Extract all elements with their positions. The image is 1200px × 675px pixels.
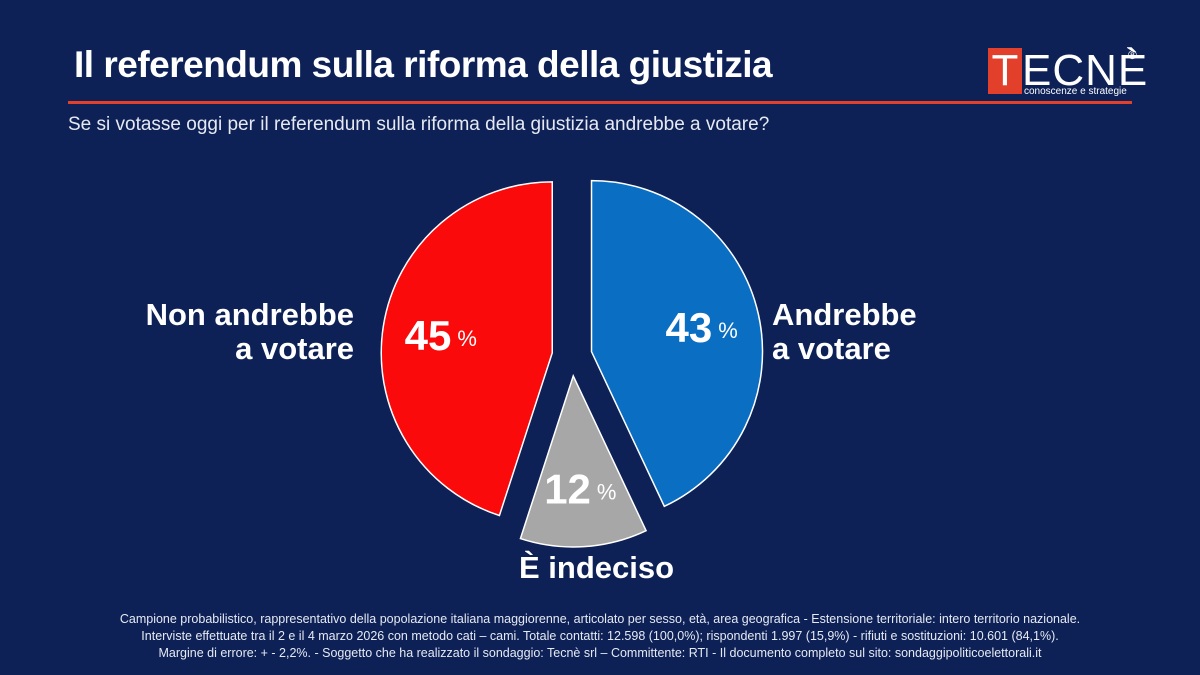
logo-first-letter: T xyxy=(988,48,1022,94)
pie-slice-andrebbe xyxy=(590,179,764,508)
label-indeciso-line1: È indeciso xyxy=(519,550,675,585)
label-andrebbe-line2: a votare xyxy=(772,331,891,366)
page-title: Il referendum sulla riforma della giusti… xyxy=(74,44,773,85)
pie-slice-non-andrebbe xyxy=(380,181,553,517)
footer-line-2: Interviste effettuate tra il 2 e il 4 ma… xyxy=(141,629,1059,643)
footer-line-3: Margine di errore: + - 2,2%. - Soggetto … xyxy=(158,646,1042,660)
label-non-andrebbe-line2: a votare xyxy=(235,331,354,366)
question-subtitle: Se si votasse oggi per il referendum sul… xyxy=(68,114,770,135)
label-non-andrebbe: Non andrebbe a votare xyxy=(146,298,354,366)
label-indeciso: È indeciso xyxy=(519,551,674,585)
label-andrebbe: Andrebbe a votare xyxy=(772,298,917,366)
value-label-andrebbe: 43% xyxy=(666,304,738,351)
value-label-indeciso: 12% xyxy=(544,466,616,513)
footer-line-1: Campione probabilistico, rappresentativo… xyxy=(119,612,1081,626)
logo-wordmark: ECNÈ xyxy=(1022,46,1149,95)
pie-slice-indeciso xyxy=(519,373,648,548)
tecne-logo: T ECNÈ ® conoscenze e strategie xyxy=(988,48,1147,100)
value-label-non-andrebbe: 45% xyxy=(405,312,477,359)
logo-registered-mark: ® xyxy=(1128,48,1137,62)
methodology-note: Campione probabilistico, rappresentativo… xyxy=(0,611,1200,662)
label-andrebbe-line1: Andrebbe xyxy=(772,297,917,332)
logo-tagline: conoscenze e strategie xyxy=(1024,86,1127,97)
title-divider xyxy=(68,101,1132,104)
label-non-andrebbe-line1: Non andrebbe xyxy=(145,297,354,332)
